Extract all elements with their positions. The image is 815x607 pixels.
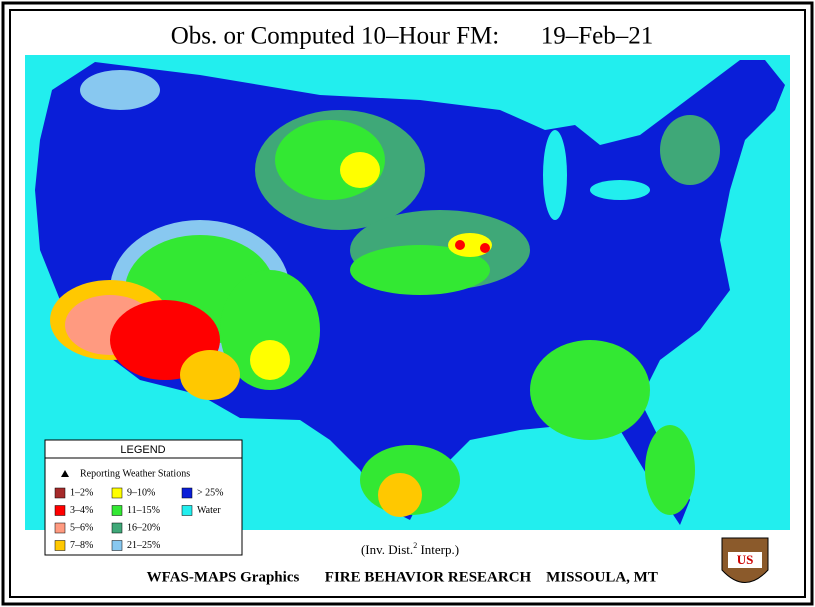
legend-label: 5–6% [70, 522, 93, 533]
place: MISSOULA, MT [546, 569, 658, 585]
legend-swatch [181, 505, 193, 516]
logo: US [721, 537, 769, 583]
station-symbol [61, 470, 69, 477]
lake [543, 130, 567, 220]
legend-label: 9–10% [127, 487, 155, 498]
logo-panel [728, 552, 762, 568]
interp-note: (Inv. Dist.2 Interp.) [361, 541, 459, 557]
inner-frame [9, 9, 806, 598]
org: FIRE BEHAVIOR RESEARCH [325, 569, 532, 585]
fuel-moisture-areas [50, 70, 720, 517]
legend-items: 1–2% 3–4% 5–6% 7–8% 9–10% 11–15% 16–20% 21–25% >… [54, 487, 223, 551]
legend-label: Water [197, 505, 221, 516]
date: 19–Feb–21 [541, 23, 654, 50]
legend-swatch [54, 487, 66, 499]
legend-label: 21–25% [127, 540, 160, 551]
legend-box [44, 439, 243, 556]
legend-title: LEGEND [120, 444, 165, 456]
legend-label: 1–2% [70, 487, 93, 498]
legend-label: 16–20% [127, 522, 160, 533]
legend: LEGEND Reporting Weather Stations 1–2% 3–… [44, 439, 243, 556]
note-suffix: Interp.) [417, 542, 459, 557]
legend-swatch [181, 487, 193, 499]
legend-swatch [111, 540, 123, 551]
legend-swatch [54, 522, 66, 534]
legend-swatch [54, 540, 66, 551]
legend-stations: Reporting Weather Stations [80, 468, 190, 479]
title: Obs. or Computed 10–Hour FM: [171, 23, 499, 50]
legend-label: 3–4% [70, 505, 93, 516]
logo-text: US [737, 552, 754, 567]
legend-label: 11–15% [127, 505, 160, 516]
legend-label: 7–8% [70, 540, 93, 551]
legend-swatch [111, 505, 123, 516]
legend-swatch [111, 522, 123, 534]
credit: WFAS-MAPS Graphics [147, 569, 300, 585]
note-prefix: (Inv. Dist. [361, 542, 413, 557]
lake [590, 180, 650, 200]
legend-label: > 25% [197, 487, 223, 498]
note-sup: 2 [413, 541, 417, 550]
legend-swatch [54, 505, 66, 516]
legend-swatch [111, 487, 123, 499]
